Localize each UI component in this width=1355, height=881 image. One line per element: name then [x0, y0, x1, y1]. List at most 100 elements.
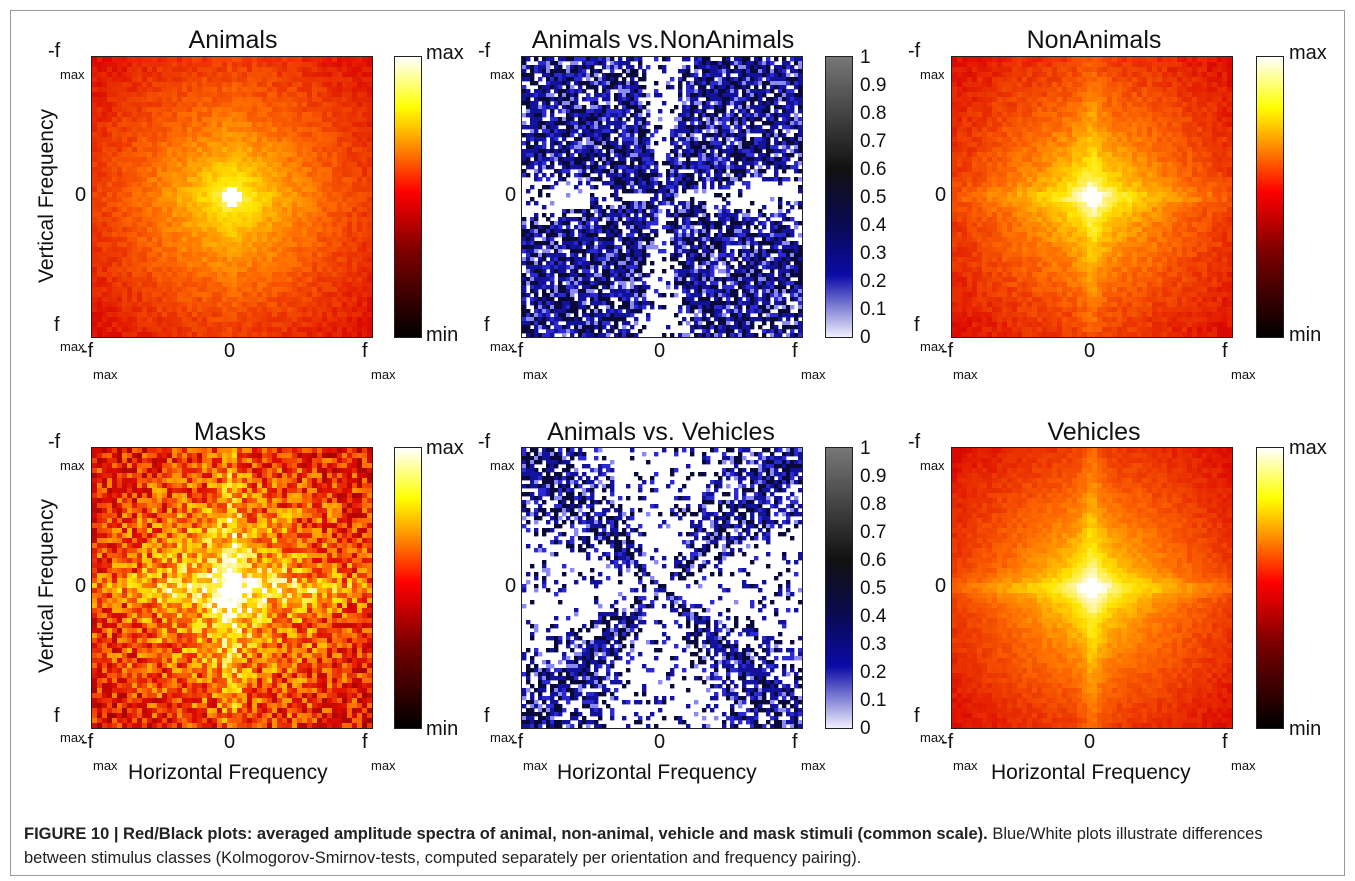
colorbar-ks-tick: 0.7 [860, 131, 887, 152]
x-axis-label: Horizontal Frequency [128, 761, 328, 784]
colorbar-ks-tick: 0.4 [860, 215, 887, 236]
y-tick-pos: f [484, 705, 490, 727]
y-tick-neg-sub: max [920, 67, 945, 82]
x-axis-label: Horizontal Frequency [991, 761, 1191, 784]
colorbar-min-label: min [1289, 718, 1322, 740]
colorbar-ks-tick: 0.7 [860, 522, 887, 543]
ks-plot-animals-vs-nonanimals [521, 56, 803, 338]
x-tick-pos-sub: max [1231, 758, 1256, 773]
x-axis-label: Horizontal Frequency [557, 761, 757, 784]
spectrum-plot-vehicles [951, 447, 1233, 729]
colorbar-ks [825, 447, 853, 729]
y-tick-zero: 0 [505, 184, 517, 206]
x-tick-neg: -f [941, 731, 954, 753]
panel-title: NonAnimals [1026, 26, 1162, 54]
colorbar-ks-tick: 0.2 [860, 271, 887, 292]
y-tick-neg-sub: max [920, 458, 945, 473]
colorbar-ks-tick: 0 [860, 718, 871, 739]
x-tick-neg-sub: max [93, 758, 118, 773]
colorbar-max-label: max [426, 437, 464, 459]
colorbar-ks-tick: 0.4 [860, 606, 887, 627]
colorbar-min-label: min [426, 718, 459, 740]
colorbar-heat [394, 447, 422, 729]
x-tick-zero: 0 [224, 731, 236, 753]
colorbar-ks-tick: 0.1 [860, 690, 887, 711]
colorbar-ks-tick: 0.3 [860, 634, 887, 655]
y-tick-neg-sub: max [490, 67, 515, 82]
colorbar-ks-tick: 1 [860, 47, 871, 68]
x-tick-zero: 0 [1084, 340, 1096, 362]
colorbar-ks [825, 56, 853, 338]
x-tick-pos: f [792, 731, 798, 753]
colorbar-max-label: max [426, 42, 464, 64]
figure-frame [10, 10, 1345, 876]
y-tick-pos-sub: max [920, 730, 945, 745]
x-tick-neg-sub: max [523, 758, 548, 773]
x-tick-pos: f [792, 340, 798, 362]
x-tick-pos: f [362, 731, 368, 753]
y-tick-neg: -f [48, 40, 61, 62]
spectrum-plot-nonanimals [951, 56, 1233, 338]
colorbar-ks-tick: 0.6 [860, 159, 887, 180]
colorbar-ks-tick: 0.9 [860, 466, 887, 487]
y-tick-zero: 0 [935, 184, 947, 206]
colorbar-ks-tick: 0.5 [860, 578, 887, 599]
y-tick-pos-sub: max [60, 339, 85, 354]
x-tick-pos-sub: max [371, 367, 396, 382]
colorbar-ks-tick: 0.6 [860, 550, 887, 571]
colorbar-ks-tick: 0 [860, 327, 871, 348]
colorbar-max-label: max [1289, 437, 1327, 459]
x-tick-zero: 0 [654, 731, 666, 753]
x-tick-neg-sub: max [953, 758, 978, 773]
x-tick-pos-sub: max [371, 758, 396, 773]
y-tick-zero: 0 [75, 575, 87, 597]
colorbar-min-label: min [1289, 324, 1322, 346]
y-tick-pos-sub: max [490, 339, 515, 354]
spectrum-plot-masks [91, 447, 373, 729]
panel-title: Animals [188, 26, 278, 54]
y-tick-neg: -f [908, 431, 921, 453]
colorbar-ks-tick: 0.3 [860, 243, 887, 264]
x-tick-pos-sub: max [801, 367, 826, 382]
y-tick-pos: f [914, 314, 920, 336]
y-tick-pos-sub: max [920, 339, 945, 354]
y-tick-pos: f [54, 314, 60, 336]
y-tick-zero: 0 [75, 184, 87, 206]
y-tick-neg: -f [478, 40, 491, 62]
x-tick-neg: -f [81, 731, 94, 753]
panel-title: Masks [193, 418, 267, 446]
x-tick-pos: f [362, 340, 368, 362]
x-tick-neg: -f [81, 340, 94, 362]
ks-plot-animals-vs-vehicles [521, 447, 803, 729]
y-tick-neg: -f [908, 40, 921, 62]
x-tick-neg: -f [511, 731, 524, 753]
colorbar-heat [1256, 447, 1284, 729]
colorbar-ks-tick: 0.2 [860, 662, 887, 683]
x-tick-pos-sub: max [801, 758, 826, 773]
caption-bold: FIGURE 10 | Red/Black plots: averaged am… [24, 825, 988, 843]
x-tick-pos-sub: max [1231, 367, 1256, 382]
y-tick-pos-sub: max [60, 730, 85, 745]
panel-title: Vehicles [1047, 418, 1141, 446]
y-tick-pos: f [914, 705, 920, 727]
colorbar-min-label: min [426, 324, 459, 346]
colorbar-ks-tick: 0.9 [860, 75, 887, 96]
y-tick-neg-sub: max [60, 458, 85, 473]
x-tick-pos: f [1222, 731, 1228, 753]
caption-rest: Blue/White plots illustrate differences … [24, 825, 1263, 867]
colorbar-ks-tick: 0.8 [860, 494, 887, 515]
x-tick-neg-sub: max [953, 367, 978, 382]
panel-title: Animals vs. Vehicles [547, 418, 775, 446]
colorbar-heat [394, 56, 422, 338]
y-tick-zero: 0 [505, 575, 517, 597]
y-tick-neg-sub: max [60, 67, 85, 82]
colorbar-ks-tick: 0.8 [860, 103, 887, 124]
spectrum-plot-animals [91, 56, 373, 338]
y-tick-pos: f [484, 314, 490, 336]
x-tick-neg: -f [941, 340, 954, 362]
y-axis-label: Vertical Frequency [35, 499, 58, 673]
x-tick-pos: f [1222, 340, 1228, 362]
colorbar-ks-tick: 1 [860, 438, 871, 459]
y-tick-pos-sub: max [490, 730, 515, 745]
colorbar-heat [1256, 56, 1284, 338]
